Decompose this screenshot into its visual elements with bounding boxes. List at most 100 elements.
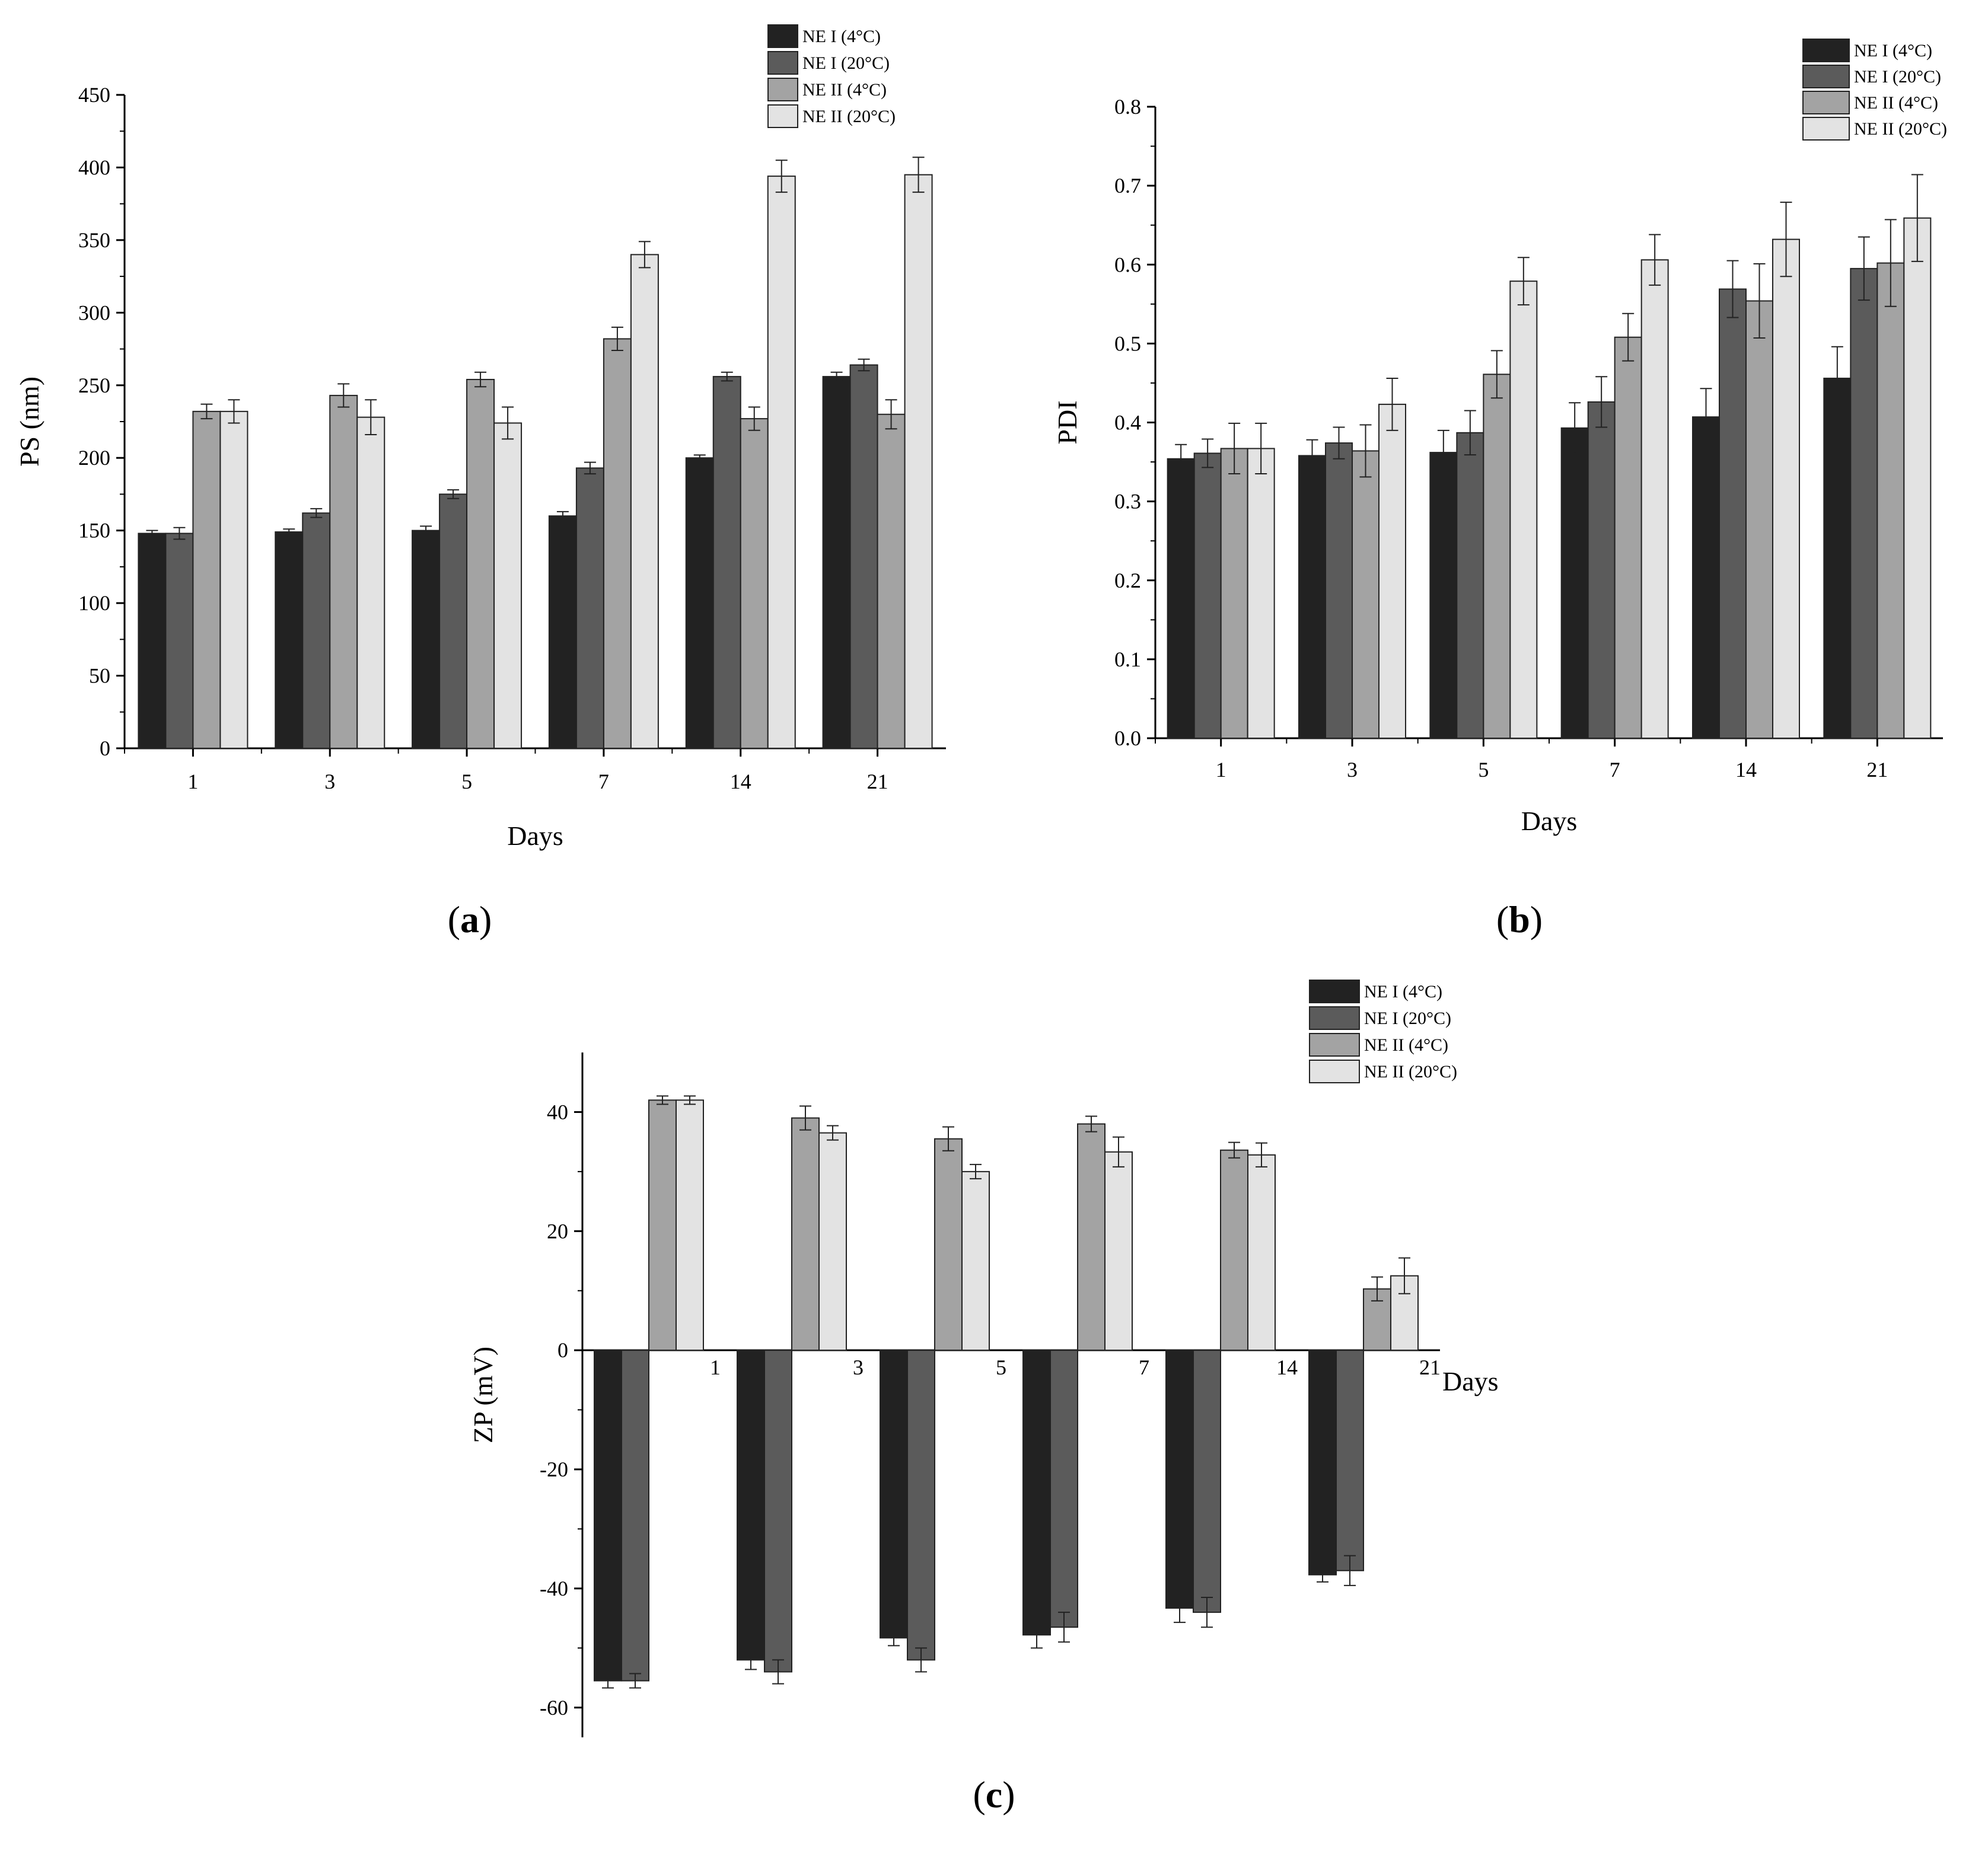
y-tick-label: 0.8 <box>1114 95 1141 119</box>
bar <box>685 457 714 749</box>
x-tick-label: 7 <box>1139 1355 1149 1379</box>
legend-label: NE II (4°C) <box>1364 1035 1448 1055</box>
chart-a: 0 50 100 150 200 250 300 350 400 450 1 3 5 7 14 21 PS (n… <box>14 24 946 851</box>
y-tick-label: 50 <box>89 664 110 688</box>
legend-swatch <box>1802 39 1850 62</box>
legend-label: NE II (20°C) <box>802 107 896 126</box>
bar <box>439 493 468 749</box>
legend-swatch <box>1309 1060 1360 1083</box>
bar <box>275 531 304 749</box>
x-tick-label: 7 <box>598 770 609 793</box>
x-tick-label: 1 <box>710 1355 721 1379</box>
legend-label: NE I (20°C) <box>802 53 890 73</box>
bar <box>412 530 441 749</box>
bar <box>676 1099 704 1351</box>
bar <box>740 418 769 749</box>
y-axis-title: ZP (mV) <box>468 1347 498 1443</box>
bar <box>1640 259 1669 739</box>
bar <box>1456 432 1484 739</box>
x-tick-label: 21 <box>1419 1355 1441 1379</box>
bar <box>1165 1350 1194 1609</box>
bar <box>1509 280 1538 739</box>
bar <box>1352 450 1380 739</box>
legend-label: NE I (20°C) <box>1854 67 1941 87</box>
x-tick-label: 1 <box>187 770 198 793</box>
y-tick-label: 0 <box>100 736 110 760</box>
x-tick-label: 3 <box>853 1355 864 1379</box>
bar <box>822 376 851 749</box>
y-tick-label: 250 <box>78 374 110 397</box>
bar <box>548 515 577 749</box>
bar <box>1429 452 1458 739</box>
bar <box>1336 1350 1364 1571</box>
bar <box>791 1117 820 1351</box>
bar <box>877 413 906 749</box>
y-tick-label: 0.0 <box>1114 726 1141 750</box>
bar <box>1077 1123 1105 1351</box>
y-tick-label: -40 <box>540 1577 568 1600</box>
bar <box>1220 448 1248 739</box>
bar <box>165 532 194 749</box>
y-tick-label: 0.1 <box>1114 648 1141 671</box>
bar <box>880 1350 908 1639</box>
bar <box>1614 336 1642 739</box>
x-tick-label: 5 <box>461 770 472 793</box>
y-tick-label: 0.5 <box>1114 331 1141 355</box>
x-tick-label: 7 <box>1610 758 1620 782</box>
legend-swatch <box>767 24 798 48</box>
bar <box>1772 238 1800 739</box>
x-axis-title: Days <box>1521 806 1578 836</box>
y-tick-label: 450 <box>78 83 110 107</box>
bar <box>904 174 933 749</box>
y-tick-label: 0.6 <box>1114 253 1141 276</box>
legend-label: NE II (4°C) <box>1854 93 1938 113</box>
bar <box>1745 300 1773 739</box>
legend-label: NE I (20°C) <box>1364 1009 1451 1028</box>
legend-swatch <box>767 104 798 128</box>
x-tick-label: 21 <box>867 770 888 793</box>
y-tick-label: 40 <box>547 1100 568 1124</box>
bar <box>1193 1350 1221 1613</box>
panel-label-b: (b) <box>1496 898 1543 940</box>
y-axis-title: PDI <box>1052 400 1082 444</box>
bar <box>138 532 167 749</box>
chart-c: -60 -40 -20 0 20 40 1 3 5 7 14 21 ZP (mV) Days NE I (4… <box>468 980 1499 1737</box>
x-tick-label: 14 <box>1276 1355 1298 1379</box>
bar <box>907 1350 935 1661</box>
bar <box>1022 1350 1051 1636</box>
y-axis-title: PS (nm) <box>14 377 44 467</box>
bar <box>1247 1154 1276 1351</box>
bar <box>961 1170 990 1351</box>
legend-label: NE I (4°C) <box>1854 41 1932 60</box>
bar <box>767 176 796 749</box>
bar <box>737 1350 765 1661</box>
y-tick-label: 0 <box>557 1338 568 1362</box>
x-tick-label: 5 <box>996 1355 1006 1379</box>
bar <box>630 254 659 749</box>
legend-label: NE I (4°C) <box>802 27 881 46</box>
x-tick-label: 3 <box>1347 758 1358 782</box>
y-tick-label: 0.7 <box>1114 174 1141 197</box>
bar <box>302 512 331 749</box>
bar <box>466 378 495 749</box>
panel-label-c: (c) <box>973 1774 1015 1816</box>
bar <box>1167 458 1195 739</box>
legend-swatch <box>1802 91 1850 114</box>
y-tick-label: 300 <box>78 301 110 324</box>
y-tick-label: -20 <box>540 1457 568 1481</box>
bar <box>329 394 358 749</box>
bar <box>1050 1350 1078 1628</box>
x-tick-label: 1 <box>1216 758 1226 782</box>
bar <box>621 1350 649 1682</box>
bar <box>934 1138 963 1351</box>
legend-swatch <box>1309 1033 1360 1057</box>
bar <box>1378 403 1406 739</box>
bar <box>1850 267 1878 739</box>
bar <box>1587 401 1616 739</box>
bar <box>594 1350 622 1682</box>
bar <box>493 422 523 749</box>
panel-label-a: (a) <box>448 898 492 940</box>
legend-swatch <box>1802 65 1850 88</box>
y-tick-label: 0.3 <box>1114 490 1141 513</box>
